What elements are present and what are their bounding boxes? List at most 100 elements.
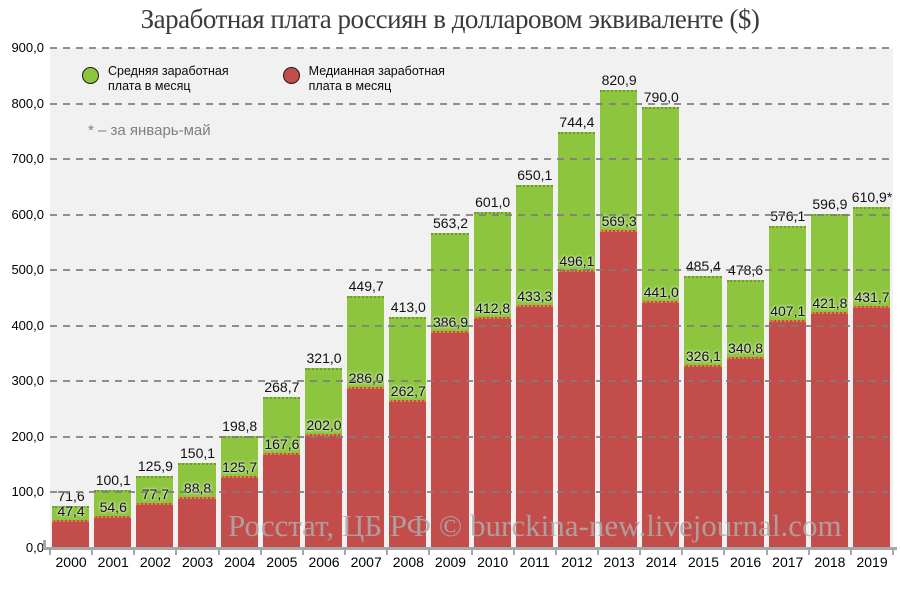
bar-value-label-median: 433,3 <box>517 288 553 305</box>
bar-median <box>220 476 258 548</box>
x-axis-tick <box>512 549 515 555</box>
bar-column: 610,9* 431,7 <box>851 48 893 548</box>
bar-median <box>94 515 132 548</box>
bar-value-label-average: 100,1 <box>95 472 131 489</box>
bar-value-label-median: 262,7 <box>390 383 426 400</box>
y-tick-label: 100,0 <box>11 484 44 500</box>
bar-column: 790,0 441,0 <box>640 48 682 548</box>
bar-value-label-average: 125,9 <box>137 458 173 475</box>
bar-value-label-median: 407,1 <box>770 302 806 319</box>
x-axis-tick <box>386 549 389 555</box>
bar-value-label-average: 563,2 <box>432 215 469 232</box>
x-axis-tick <box>807 549 810 555</box>
x-tick-label: 2012 <box>561 554 593 570</box>
x-tick-label: 2011 <box>519 554 550 570</box>
bar-value-label-average: 601,0 <box>475 194 511 211</box>
bar-value-label-average: 485,4 <box>685 258 721 275</box>
y-tick-label: 700,0 <box>11 151 44 167</box>
x-axis-tick <box>133 549 136 555</box>
bar-column: 576,1 407,1 <box>767 48 809 548</box>
bar-value-label-median: 286,0 <box>348 370 384 387</box>
bar-value-label-average: 198,8 <box>222 417 258 434</box>
x-tick-label: 2013 <box>603 554 635 570</box>
bar-median <box>52 519 90 548</box>
bar-value-label-median: 54,6 <box>99 498 127 515</box>
y-tick-label: 400,0 <box>11 317 44 333</box>
bar-value-label-median: 167,6 <box>264 435 300 452</box>
bar-value-label-median: 421,8 <box>812 294 848 311</box>
bar-value-label-median: 496,1 <box>559 253 595 270</box>
plot-area: 71,6 47,4 100,1 54,6 125,9 77,7 150,1 88,8 198,8… <box>43 47 897 555</box>
bar-value-label-median: 125,7 <box>222 459 258 476</box>
x-axis-tick <box>849 549 852 555</box>
bar-value-label-average: 610,9* <box>851 188 893 205</box>
bar-value-label-median: 47,4 <box>57 502 85 519</box>
bar-median <box>136 502 174 548</box>
bar-value-label-median: 386,9 <box>432 314 469 331</box>
bar-median <box>473 316 511 548</box>
x-axis-tick <box>91 549 94 555</box>
x-tick-label: 2014 <box>645 554 677 570</box>
x-tick-label: 2005 <box>266 554 298 570</box>
x-tick-label: 2007 <box>350 554 382 570</box>
legend-label-median-line1: Медианная заработная <box>308 64 445 78</box>
legend-item-average: Средняя заработная плата в месяц <box>82 64 229 94</box>
bar-value-label-median: 431,7 <box>854 289 890 306</box>
page-title: Заработная плата россиян в долларовом эк… <box>140 4 760 34</box>
bar-median <box>304 433 343 548</box>
bar-value-label-average: 413,0 <box>390 298 426 315</box>
bar-value-label-median: 340,8 <box>728 339 764 356</box>
bar-median <box>347 387 385 548</box>
y-tick-label: 300,0 <box>11 373 44 389</box>
bar-median <box>600 229 638 548</box>
y-tick-label: 200,0 <box>11 428 44 444</box>
x-tick-label: 2000 <box>55 554 87 570</box>
x-axis-tick <box>892 549 894 555</box>
bar-median <box>178 496 216 548</box>
bar-column: 413,0 262,7 <box>387 48 429 548</box>
x-tick-label: 2016 <box>730 554 762 570</box>
bar-value-label-median: 441,0 <box>643 284 679 300</box>
x-tick-label: 2002 <box>139 554 171 570</box>
bar-column: 563,2 386,9 <box>429 48 471 548</box>
bar-value-label-average: 744,4 <box>559 114 595 131</box>
x-axis-tick <box>596 549 599 555</box>
bar-median <box>431 331 469 548</box>
x-tick-label: 2004 <box>224 554 256 570</box>
y-tick-label: 800,0 <box>11 95 44 111</box>
bar-column: 485,4 326,1 <box>682 48 724 548</box>
median-series-marker-icon <box>282 67 300 84</box>
x-tick-label: 2019 <box>856 554 888 570</box>
bar-value-label-average: 650,1 <box>517 166 553 183</box>
bar-value-label-median: 412,8 <box>475 299 511 316</box>
bar-column: 198,8 125,7 <box>219 48 261 548</box>
bar-value-label-average: 790,0 <box>643 89 679 106</box>
bar-value-label-median: 202,0 <box>306 416 342 433</box>
bar-column: 125,9 77,7 <box>134 48 176 548</box>
bar-value-label-average: 478,6 <box>728 262 764 279</box>
x-axis-tick <box>723 549 726 555</box>
bar-median <box>726 356 764 548</box>
bar-value-label-average: 321,0 <box>306 349 342 366</box>
legend-label-median-line2: плата в месяц <box>308 79 392 93</box>
bar-value-label-average: 596,9 <box>812 196 848 213</box>
x-tick-label: 2003 <box>181 554 214 570</box>
y-tick-label: 500,0 <box>11 262 44 278</box>
x-axis-line <box>43 547 897 550</box>
bar-column: 596,9 421,8 <box>809 48 851 548</box>
x-axis-tick <box>175 549 178 555</box>
x-axis-start-tick <box>43 540 46 550</box>
bar-median <box>768 319 806 548</box>
x-tick-label: 2001 <box>97 554 129 570</box>
y-tick-label: 600,0 <box>11 206 44 222</box>
x-tick-label: 2015 <box>687 554 719 570</box>
bar-value-label-average: 449,7 <box>348 278 384 295</box>
x-axis-tick <box>49 549 51 555</box>
bar-median <box>515 305 553 548</box>
bar-column: 100,1 54,6 <box>92 48 134 548</box>
bar-value-label-median: 88,8 <box>183 479 212 496</box>
bar-median <box>389 400 427 548</box>
bar-column: 321,0 202,0 <box>303 48 345 548</box>
bar-median <box>557 270 596 548</box>
